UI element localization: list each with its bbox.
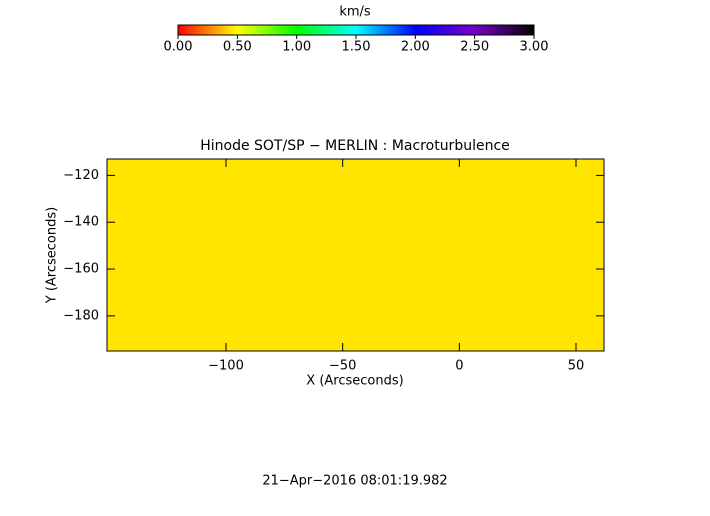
x-tick-label: −100 — [208, 359, 244, 374]
y-tick-label: −180 — [63, 308, 99, 323]
x-axis-label: X (Arcseconds) — [306, 374, 403, 389]
plot-frame — [106, 158, 605, 352]
y-axis-label: Y (Arcseconds) — [45, 207, 60, 304]
colorbar-tick-label: 0.50 — [223, 40, 252, 55]
colorbar-title: km/s — [339, 5, 371, 20]
chart-title: Hinode SOT/SP − MERLIN : Macroturbulence — [200, 138, 510, 154]
x-tick-label: 50 — [568, 359, 585, 374]
y-tick-label: −120 — [63, 168, 99, 183]
y-tick-label: −160 — [63, 262, 99, 277]
colorbar-tick-label: 2.50 — [460, 40, 489, 55]
colorbar-tick-label: 0.00 — [164, 40, 193, 55]
colorbar-tick-label: 2.00 — [401, 40, 430, 55]
colorbar-tick-label: 3.00 — [520, 40, 549, 55]
x-tick-label: 0 — [455, 359, 463, 374]
colorbar-tick-label: 1.50 — [342, 40, 371, 55]
footer: 21−Apr−2016 08:01:19.982 — [262, 474, 447, 489]
y-tick-label: −140 — [63, 215, 99, 230]
colorbar-tick-label: 1.00 — [282, 40, 311, 55]
x-tick-label: −50 — [329, 359, 356, 374]
heatmap-cell — [107, 159, 604, 351]
colorbar — [177, 24, 535, 36]
